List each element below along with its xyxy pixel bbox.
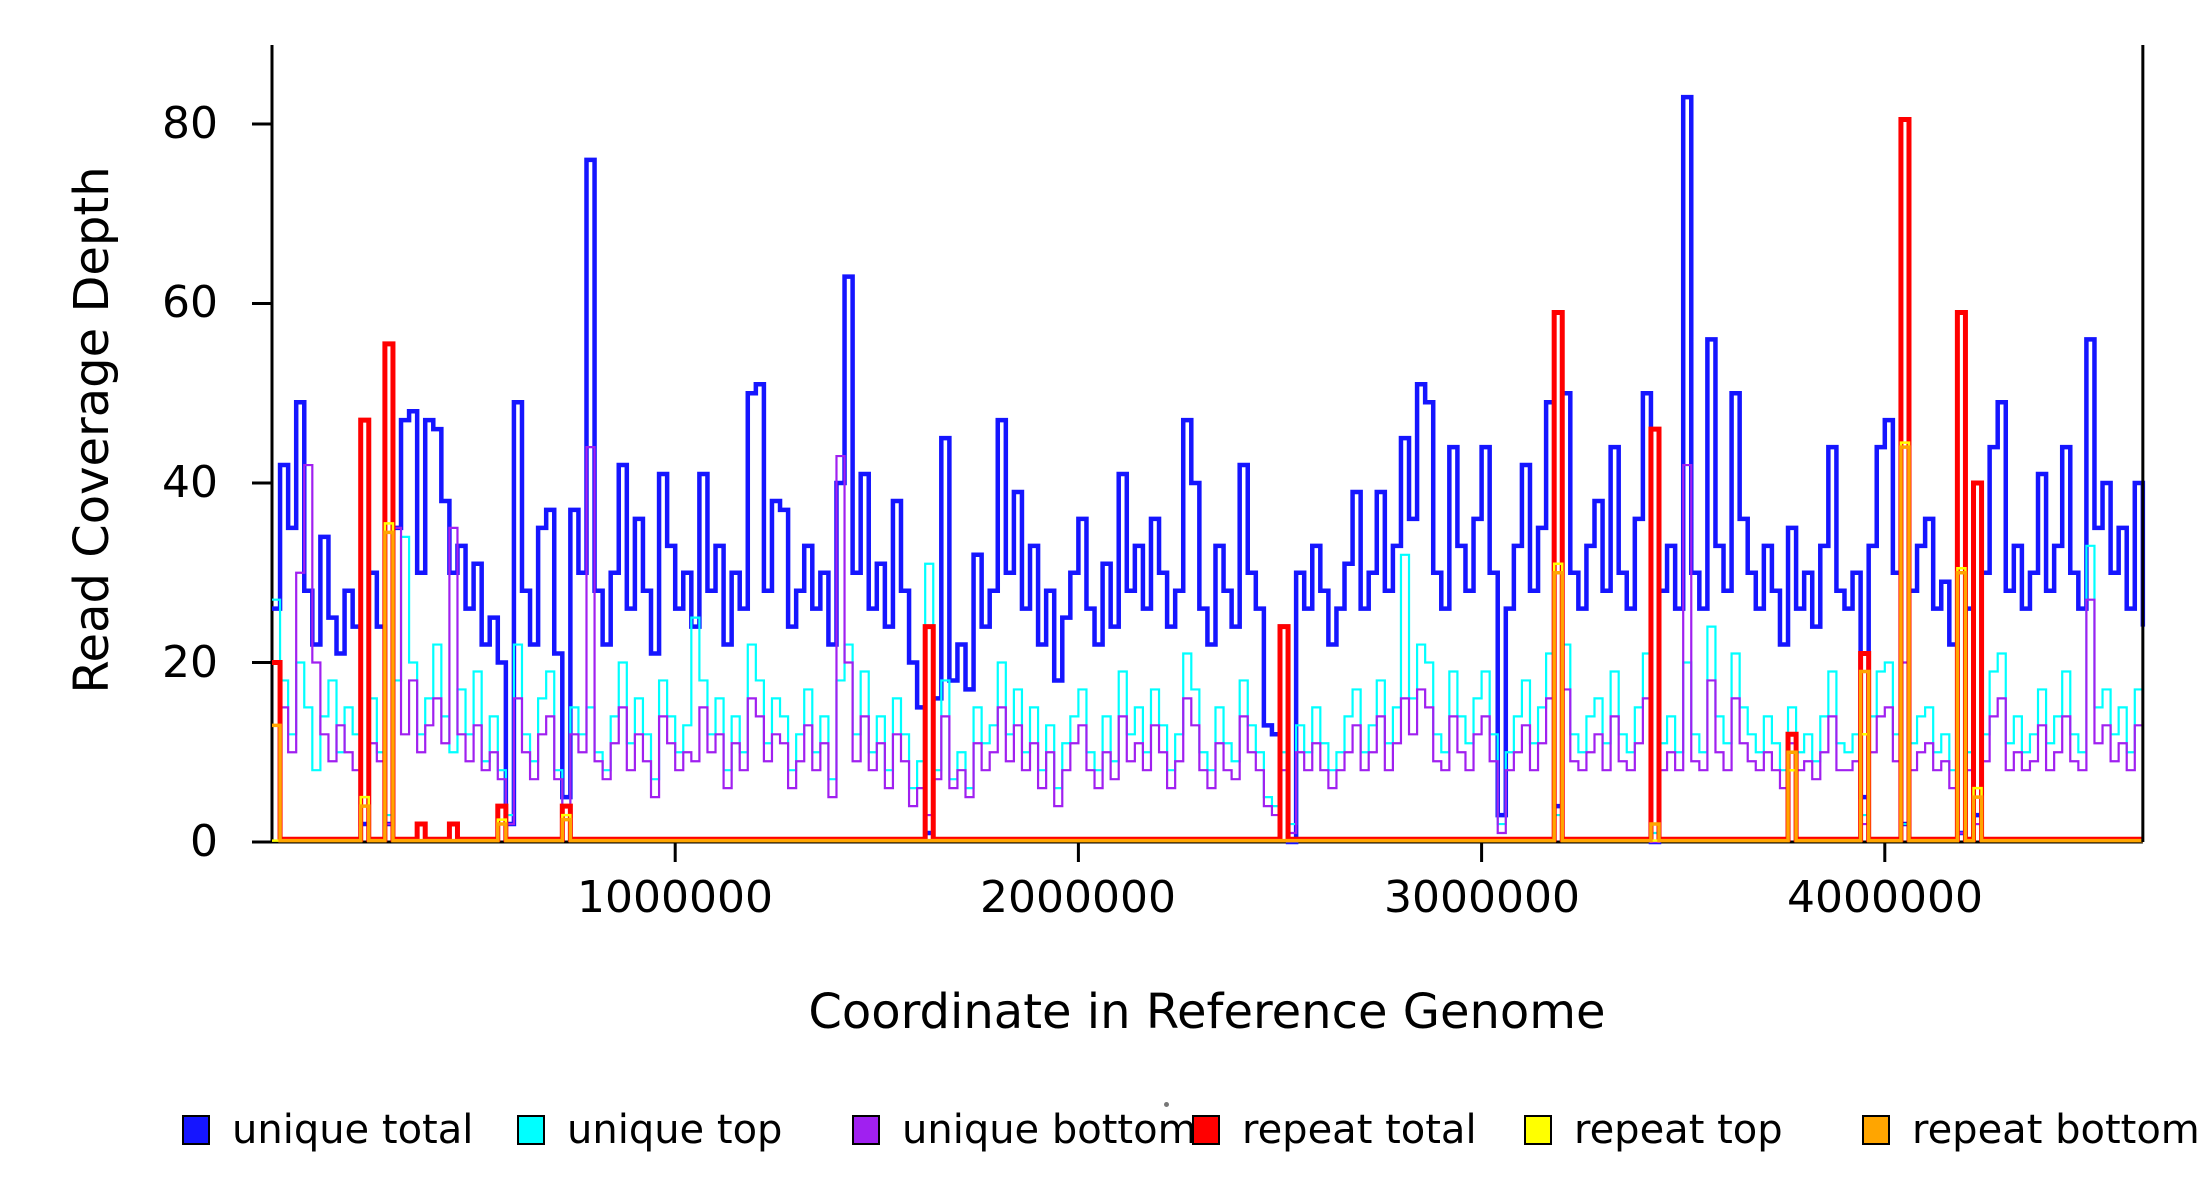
legend-label: repeat top	[1574, 1107, 1783, 1153]
legend-item-unique-total: unique total	[182, 1108, 473, 1152]
y-tick-label-80: 80	[162, 98, 218, 149]
y-tick-label-40: 40	[162, 457, 218, 508]
x-axis-title: Coordinate in Reference Genome	[808, 984, 1606, 1040]
unique-top-swatch-icon	[517, 1115, 545, 1145]
series-path	[272, 445, 2143, 843]
series-path	[272, 94, 2146, 845]
axes	[252, 45, 2143, 862]
repeat-top-swatch-icon	[1524, 1115, 1552, 1145]
legend-item-unique-top: unique top	[517, 1108, 782, 1152]
legend-item-repeat-top: repeat top	[1524, 1108, 1783, 1152]
legend-label: unique total	[232, 1107, 474, 1153]
legend-label: repeat total	[1242, 1107, 1477, 1153]
y-tick-label-0: 0	[190, 816, 218, 867]
legend-item-unique-bottom: unique bottom	[852, 1108, 1197, 1152]
repeat-bottom-swatch-icon	[1862, 1115, 1890, 1145]
stray-mark	[1164, 1102, 1169, 1107]
repeat-total-swatch-icon	[1192, 1115, 1220, 1145]
legend-label: repeat bottom	[1912, 1107, 2200, 1153]
legend-label: unique top	[567, 1107, 783, 1153]
x-tick-label-1000000: 1000000	[577, 872, 773, 923]
y-tick-label-20: 20	[162, 637, 218, 688]
y-tick-label-60: 60	[162, 277, 218, 328]
series-path	[272, 446, 2144, 844]
x-tick-label-2000000: 2000000	[980, 872, 1176, 923]
unique-bottom-swatch-icon	[852, 1115, 880, 1145]
x-tick-label-4000000: 4000000	[1787, 872, 1983, 923]
x-tick-label-3000000: 3000000	[1384, 872, 1580, 923]
legend-item-repeat-bottom: repeat bottom	[1862, 1108, 2200, 1152]
legend-label: unique bottom	[902, 1107, 1197, 1153]
unique-total-swatch-icon	[182, 1115, 210, 1145]
y-axis-title: Read Coverage Depth	[64, 166, 120, 694]
legend-item-repeat-total: repeat total	[1192, 1108, 1477, 1152]
